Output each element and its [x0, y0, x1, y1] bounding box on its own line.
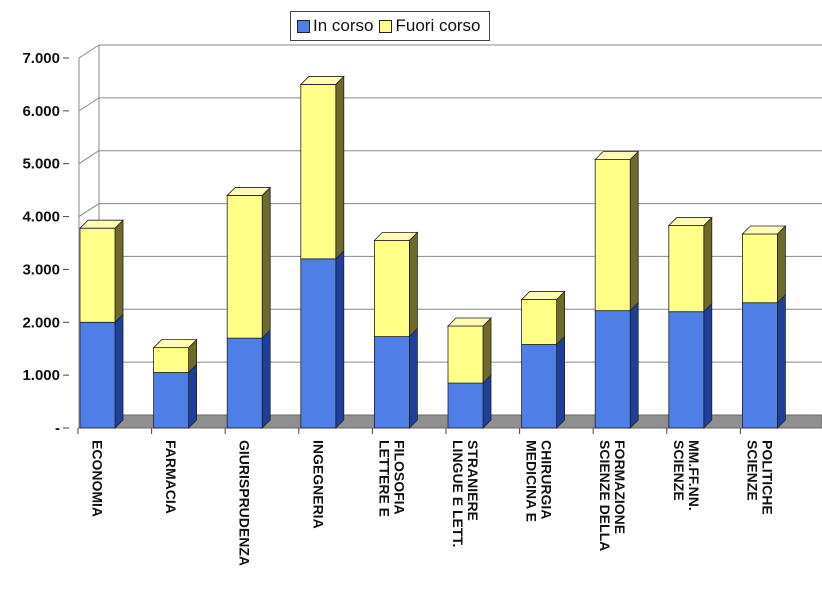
legend-item-fuori-corso: Fuori corso [379, 16, 481, 36]
legend-label-in-corso: In corso [313, 16, 374, 35]
x-tick-label-line: SCIENZE [671, 440, 687, 501]
gridline-side [78, 150, 100, 165]
x-tick-label-line: LETTERE E [376, 440, 392, 517]
x-tick-label: FARMACIA [163, 440, 179, 514]
bar-in-corso [447, 382, 484, 429]
legend-swatch-fuori-corso [379, 19, 393, 33]
legend-item-in-corso: In corso [297, 16, 373, 36]
bar-side-fuori-corso [482, 317, 492, 385]
x-tick-label: ECONOMIA [90, 440, 106, 517]
x-tick-label-line: STRANIERE [465, 440, 481, 521]
bar-side-fuori-corso [335, 75, 345, 260]
bar-top [667, 217, 713, 226]
x-tick-label: GIURISPRUDENZA [237, 440, 253, 566]
bar-side-in-corso [482, 374, 492, 429]
bar-in-corso [79, 321, 116, 429]
bar-top [447, 317, 492, 327]
bar-side-fuori-corso [114, 219, 124, 324]
y-tick-label: 1.000 [22, 367, 60, 384]
x-tick-label: SCIENZE DELLAFORMAZIONE [597, 440, 628, 551]
x-tick-label-line: FILOSOFIA [391, 440, 407, 515]
bar-in-corso [373, 336, 410, 429]
bar-top [520, 291, 566, 300]
bar-side-fuori-corso [556, 290, 565, 346]
bar-side-in-corso [556, 335, 565, 429]
x-tick-label-line: POLITICHE [759, 440, 775, 515]
y-tick-label: 6.000 [22, 103, 60, 120]
y-tick-label: 4.000 [22, 209, 60, 226]
x-tick-label-line: SCIENZE [744, 440, 760, 501]
x-tick-label-line: LINGUE E LETT. [450, 440, 466, 547]
x-tick-label: SCIENZEPOLITICHE [744, 440, 775, 515]
bar-top [373, 231, 419, 241]
bar-fuori-corso [300, 84, 337, 260]
bar-top [79, 219, 124, 229]
y-tick-label: 2.000 [22, 314, 60, 331]
x-tick-label-line: CHIRURGIA [539, 440, 555, 519]
bar-top [594, 151, 640, 160]
bar-in-corso [742, 302, 778, 429]
gridline-side [78, 203, 100, 217]
bar-side-fuori-corso [777, 225, 786, 304]
bar-top [741, 225, 787, 235]
legend-label-fuori-corso: Fuori corso [395, 16, 481, 35]
x-tick-label-line: SCIENZE DELLA [597, 440, 613, 551]
bar-side-in-corso [408, 327, 418, 429]
legend-swatch-in-corso [297, 19, 310, 33]
bar-in-corso [594, 310, 631, 429]
bar-fuori-corso [668, 225, 705, 313]
x-tick-label-line: ECONOMIA [90, 440, 106, 517]
bar-top [226, 187, 272, 196]
x-tick-label: LETTERE EFILOSOFIA [376, 440, 407, 517]
bar-side-in-corso [629, 301, 639, 429]
bar-side-fuori-corso [408, 231, 418, 338]
x-tick-label: SCIENZEMM.FF.NN. [671, 440, 702, 511]
bar-side-in-corso [261, 329, 271, 429]
bar-fuori-corso [79, 227, 116, 323]
x-tick-label-line: FARMACIA [163, 440, 179, 514]
bar-in-corso [153, 372, 190, 429]
bar-side-fuori-corso [261, 186, 271, 340]
bar-fuori-corso [373, 239, 410, 337]
bar-side-in-corso [335, 249, 345, 429]
x-tick-label: MEDICINA ECHIRURGIA [524, 440, 555, 522]
bar-in-corso [226, 337, 263, 429]
x-tick-label-line: MEDICINA E [524, 440, 540, 522]
bar-in-corso [300, 258, 337, 429]
bar-fuori-corso [521, 299, 557, 345]
bar-side-in-corso [703, 302, 713, 429]
bar-fuori-corso [447, 325, 484, 384]
x-tick-label-line: MM.FF.NN. [686, 440, 702, 511]
bar-fuori-corso [742, 233, 778, 304]
bar-side-in-corso [188, 363, 198, 429]
x-tick-label-line: FORMAZIONE [612, 440, 628, 534]
bar-side-fuori-corso [629, 150, 639, 312]
x-tick-label-line: GIURISPRUDENZA [237, 440, 253, 566]
bar-fuori-corso [153, 347, 190, 373]
bar-side-fuori-corso [703, 216, 713, 313]
gridline-side [78, 97, 100, 112]
chart-legend: In corso Fuori corso [290, 11, 490, 41]
y-tick-label: 5.000 [22, 156, 60, 173]
bar-in-corso [521, 344, 557, 429]
y-tick-label: - [55, 420, 60, 437]
bar-top [152, 339, 198, 349]
x-tick-label: INGEGNERIA [310, 440, 326, 529]
bar-fuori-corso [226, 195, 263, 339]
x-tick-label: LINGUE E LETT.STRANIERE [450, 440, 481, 547]
bar-in-corso [668, 311, 705, 429]
x-tick-label-line: INGEGNERIA [310, 440, 326, 529]
bar-side-in-corso [114, 313, 124, 429]
bar-fuori-corso [594, 159, 631, 312]
y-tick-label: 7.000 [22, 50, 60, 67]
gridline-side [78, 44, 100, 59]
bar-top [299, 76, 345, 85]
y-tick-label: 3.000 [22, 261, 60, 278]
bar-side-in-corso [777, 293, 786, 429]
